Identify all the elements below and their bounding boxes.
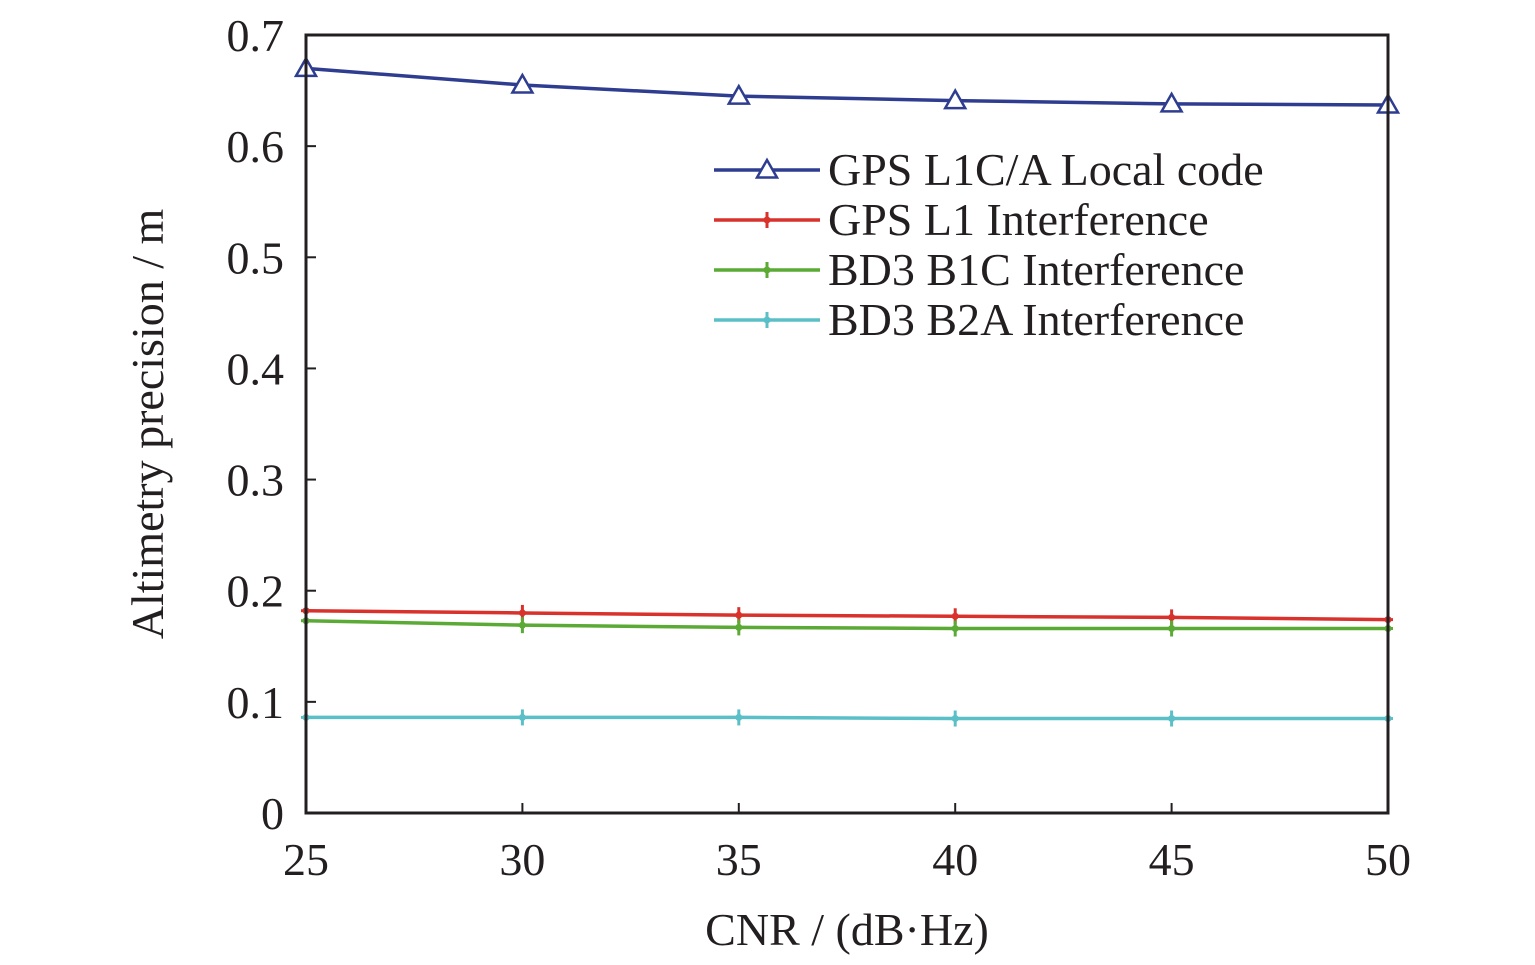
legend-marker bbox=[754, 157, 780, 179]
data-point bbox=[950, 608, 961, 625]
y-tick-label: 0.6 bbox=[227, 121, 285, 172]
y-tick-label: 0.7 bbox=[227, 10, 285, 61]
x-tick-label: 45 bbox=[1149, 834, 1195, 885]
legend-item: GPS L1C/A Local code bbox=[714, 144, 1264, 195]
x-tick-label: 25 bbox=[283, 834, 329, 885]
y-axis-label: Altimetry precision / m bbox=[122, 209, 173, 640]
series-line bbox=[305, 618, 1388, 631]
series-line bbox=[305, 608, 1389, 622]
data-point bbox=[726, 83, 751, 105]
legend-label: GPS L1 Interference bbox=[828, 194, 1209, 245]
x-tick-label: 35 bbox=[716, 834, 762, 885]
data-point bbox=[1166, 710, 1177, 727]
y-tick-label: 0 bbox=[261, 788, 284, 839]
series-0 bbox=[293, 55, 1401, 114]
series-3 bbox=[301, 709, 1393, 727]
data-point bbox=[733, 619, 744, 636]
x-axis-label: CNR / (dB·Hz) bbox=[705, 904, 989, 955]
y-tick-label: 0.4 bbox=[227, 343, 285, 394]
legend-item: BD3 B2A Interference bbox=[714, 294, 1244, 345]
legend-label: BD3 B2A Interference bbox=[828, 294, 1244, 345]
x-tick-label: 50 bbox=[1365, 834, 1411, 885]
series-1 bbox=[301, 602, 1393, 628]
data-point bbox=[733, 607, 744, 624]
legend-label: BD3 B1C Interference bbox=[828, 244, 1244, 295]
y-axis: 0 0.1 0.2 0.3 0.4 0.5 0.6 0.7 bbox=[227, 10, 316, 839]
legend-marker bbox=[762, 262, 772, 278]
data-point bbox=[510, 72, 535, 94]
legend-marker bbox=[762, 312, 772, 328]
data-point bbox=[517, 617, 528, 634]
y-tick-label: 0.5 bbox=[227, 232, 285, 283]
legend-item: GPS L1 Interference bbox=[714, 194, 1209, 245]
legend-item: BD3 B1C Interference bbox=[714, 244, 1244, 295]
data-point bbox=[1166, 620, 1177, 637]
x-axis: 25 30 35 40 45 50 bbox=[283, 803, 1411, 885]
series-line bbox=[306, 715, 1388, 721]
legend-label: GPS L1C/A Local code bbox=[828, 144, 1264, 195]
data-point bbox=[1159, 91, 1184, 113]
legend-marker bbox=[762, 212, 772, 228]
data-point bbox=[943, 88, 968, 110]
series-line bbox=[305, 66, 1389, 107]
y-tick-label: 0.1 bbox=[227, 677, 285, 728]
y-tick-label: 0.3 bbox=[227, 455, 285, 506]
y-tick-label: 0.2 bbox=[227, 566, 285, 617]
data-point bbox=[517, 709, 528, 726]
x-tick-label: 30 bbox=[499, 834, 545, 885]
data-point bbox=[950, 710, 961, 727]
data-point bbox=[733, 709, 744, 726]
data-point bbox=[950, 620, 961, 637]
plot-frame bbox=[304, 33, 1390, 815]
x-tick-label: 40 bbox=[932, 834, 978, 885]
